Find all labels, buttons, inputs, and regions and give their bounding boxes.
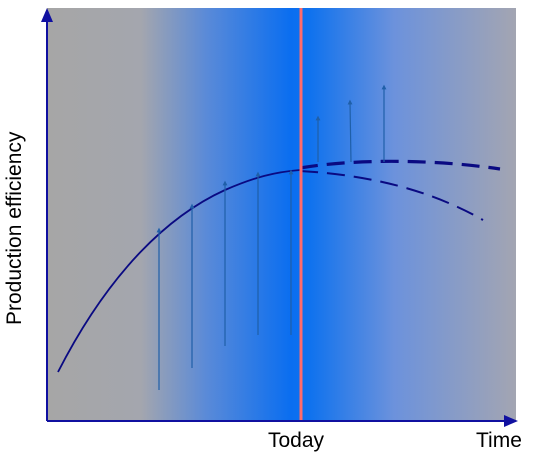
efficiency-curve (57, 169, 301, 373)
projected-curve-declining (299, 170, 484, 221)
arrow-7 (347, 99, 353, 163)
today-label: Today (268, 429, 325, 452)
background-gradient-panel (47, 8, 516, 421)
x-axis-label: Time (476, 429, 522, 452)
improvement-arrows (156, 84, 387, 390)
y-axis-label: Production efficiency (3, 131, 26, 325)
x-axis-arrowhead (504, 415, 518, 427)
y-axis-arrowhead (41, 8, 53, 22)
projected-curve-improved (299, 159, 501, 171)
